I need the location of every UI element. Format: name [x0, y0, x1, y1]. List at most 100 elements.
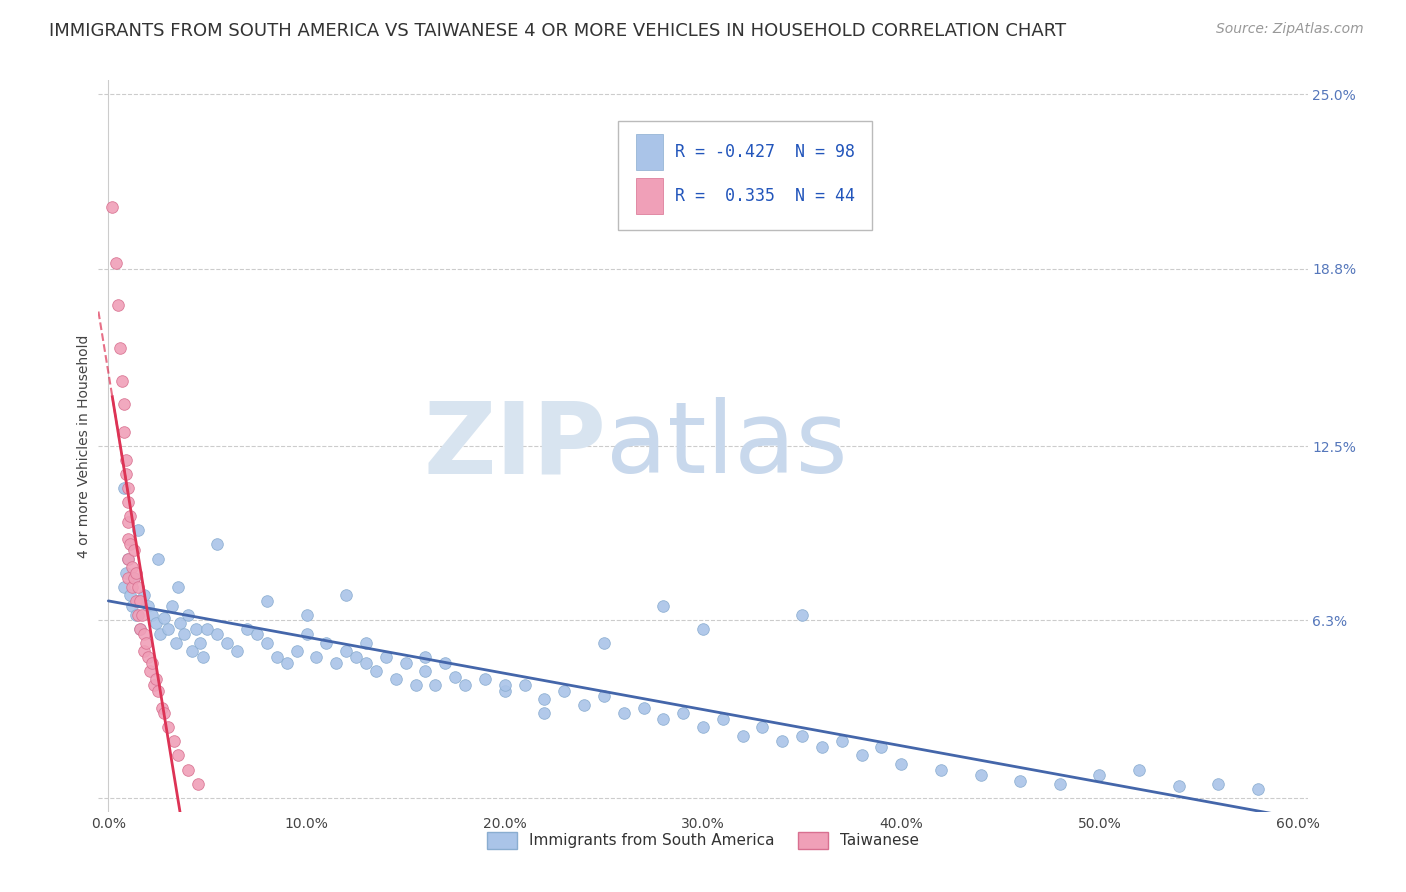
Point	[117, 571, 139, 585]
Point	[851, 748, 873, 763]
Text: IMMIGRANTS FROM SOUTH AMERICA VS TAIWANESE 4 OR MORE VEHICLES IN HOUSEHOLD CORRE: IMMIGRANTS FROM SOUTH AMERICA VS TAIWANE…	[49, 22, 1066, 40]
Point	[692, 720, 714, 734]
Point	[731, 729, 754, 743]
Point	[141, 656, 163, 670]
Point	[236, 622, 259, 636]
Point	[121, 599, 143, 614]
Point	[969, 768, 991, 782]
Point	[131, 607, 153, 622]
Point	[127, 580, 149, 594]
Point	[533, 706, 555, 721]
Point	[129, 593, 152, 607]
Point	[344, 650, 367, 665]
Point	[120, 537, 142, 551]
Point	[146, 551, 169, 566]
Point	[415, 664, 437, 678]
Point	[115, 467, 138, 482]
Point	[115, 566, 138, 580]
Point	[132, 627, 155, 641]
Point	[425, 678, 447, 692]
Point	[207, 537, 229, 551]
Point	[117, 481, 139, 495]
Point	[127, 607, 149, 622]
Point	[1010, 773, 1032, 788]
Point	[122, 571, 145, 585]
Point	[672, 706, 695, 721]
Point	[112, 481, 135, 495]
Point	[513, 678, 536, 692]
Point	[125, 593, 148, 607]
Text: R = -0.427  N = 98: R = -0.427 N = 98	[675, 143, 855, 161]
Text: R =  0.335  N = 44: R = 0.335 N = 44	[675, 187, 855, 205]
Point	[533, 692, 555, 706]
Point	[811, 739, 834, 754]
Point	[652, 712, 675, 726]
Point	[165, 636, 187, 650]
Point	[132, 644, 155, 658]
Point	[163, 734, 186, 748]
Point	[494, 678, 516, 692]
Point	[120, 509, 142, 524]
Text: ZIP: ZIP	[423, 398, 606, 494]
Point	[266, 650, 288, 665]
FancyBboxPatch shape	[637, 178, 664, 214]
Point	[110, 341, 132, 355]
Point	[1247, 782, 1270, 797]
Point	[751, 720, 773, 734]
Point	[112, 397, 135, 411]
Point	[105, 256, 128, 270]
Point	[870, 739, 893, 754]
Point	[122, 543, 145, 558]
Point	[136, 650, 159, 665]
Point	[474, 673, 496, 687]
Point	[129, 622, 152, 636]
Point	[136, 599, 159, 614]
Point	[384, 673, 406, 687]
Point	[197, 622, 219, 636]
Point	[494, 683, 516, 698]
Point	[354, 636, 377, 650]
Point	[135, 636, 157, 650]
Point	[146, 683, 169, 698]
Point	[295, 607, 318, 622]
Point	[188, 636, 211, 650]
Point	[256, 636, 278, 650]
Point	[1208, 776, 1230, 790]
Point	[295, 627, 318, 641]
Point	[305, 650, 328, 665]
Point	[454, 678, 477, 692]
Point	[276, 656, 298, 670]
Point	[711, 712, 734, 726]
Point	[890, 756, 912, 771]
Point	[141, 607, 163, 622]
Point	[127, 593, 149, 607]
Point	[111, 374, 134, 388]
Point	[613, 706, 636, 721]
Point	[145, 616, 167, 631]
Point	[593, 690, 616, 704]
Point	[122, 571, 145, 585]
Point	[112, 580, 135, 594]
Point	[770, 734, 793, 748]
Point	[156, 622, 179, 636]
Point	[117, 515, 139, 529]
Point	[692, 622, 714, 636]
Point	[166, 580, 188, 594]
Point	[434, 656, 457, 670]
Text: atlas: atlas	[606, 398, 848, 494]
Point	[207, 627, 229, 641]
Point	[166, 748, 188, 763]
Point	[145, 673, 167, 687]
Point	[120, 588, 142, 602]
Point	[1167, 780, 1189, 794]
Point	[790, 729, 813, 743]
Point	[415, 650, 437, 665]
Point	[395, 656, 418, 670]
Point	[593, 636, 616, 650]
Point	[132, 588, 155, 602]
Point	[121, 560, 143, 574]
Point	[186, 776, 208, 790]
Point	[153, 610, 176, 624]
Point	[354, 656, 377, 670]
Point	[285, 644, 308, 658]
